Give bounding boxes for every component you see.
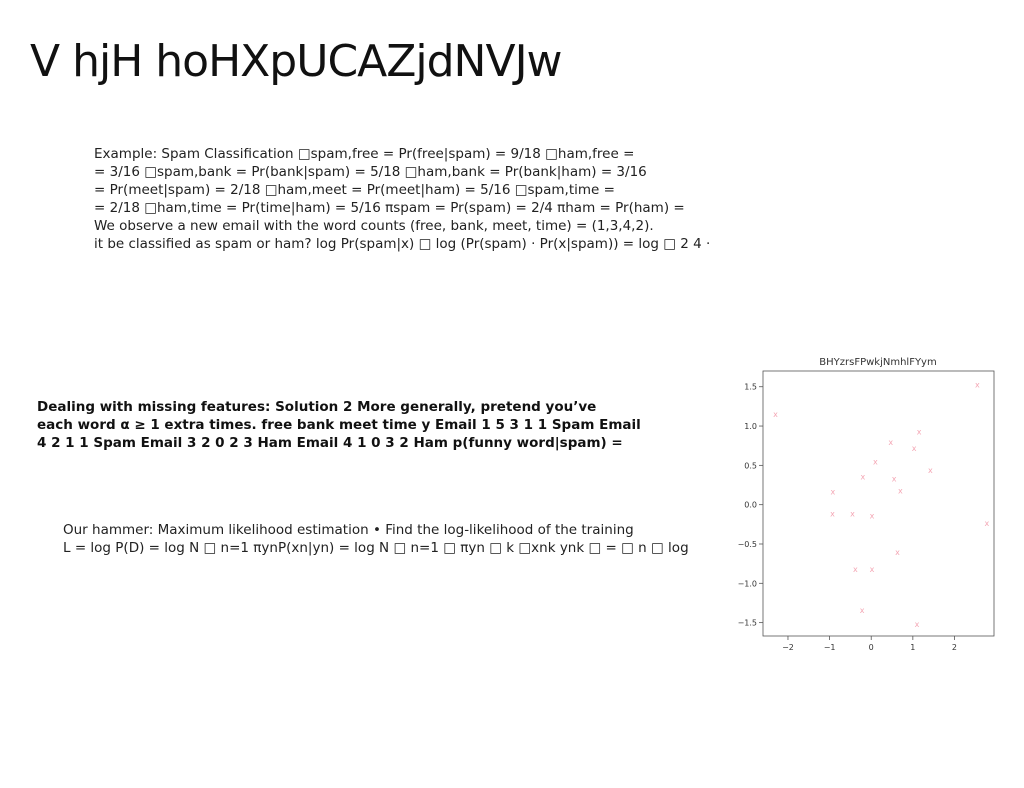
- y-tick-label: −1.5: [738, 619, 757, 628]
- scatter-point: x: [898, 487, 903, 496]
- scatter-chart: BHYzrsFPwkjNmhlFYym −2 −1 0 1 2 1.5 1.0 0.5 0.0…: [726, 350, 1002, 660]
- scatter-point: x: [917, 428, 922, 437]
- missing-features-line: 4 2 1 1 Spam Email 3 2 0 2 3 Ham Email 4…: [37, 435, 623, 451]
- spam-example-line: = Pr(meet|spam) = 2/18 □ham,meet = Pr(me…: [94, 182, 615, 198]
- y-tick-label: −0.5: [738, 540, 757, 549]
- mle-hammer-line: L = log P(D) = log N □ n=1 πynP(xn|yn) =…: [63, 540, 689, 556]
- spam-example-line: Example: Spam Classification □spam,free …: [94, 146, 635, 162]
- spam-classification-example: Example: Spam Classification □spam,free …: [94, 145, 710, 253]
- scatter-point: x: [915, 620, 920, 629]
- spam-example-line: = 2/18 □ham,time = Pr(time|ham) = 5/16 π…: [94, 200, 685, 216]
- x-tick-label: 2: [952, 643, 957, 652]
- y-axis: 1.5 1.0 0.5 0.0 −0.5 −1.0 −1.5: [738, 383, 763, 628]
- scatter-point: x: [850, 509, 855, 518]
- scatter-point: x: [830, 509, 835, 518]
- scatter-point: x: [853, 565, 858, 574]
- scatter-point: x: [985, 519, 990, 528]
- y-tick-label: 0.0: [744, 501, 757, 510]
- y-tick-label: 1.0: [744, 422, 757, 431]
- missing-features-text: Dealing with missing features: Solution …: [37, 398, 641, 452]
- scatter-point: x: [870, 512, 875, 521]
- missing-features-line: Dealing with missing features: Solution …: [37, 399, 597, 415]
- spam-example-line: We observe a new email with the word cou…: [94, 218, 654, 234]
- scatter-point: x: [928, 466, 933, 475]
- scatter-point: x: [860, 606, 865, 615]
- scatter-point: x: [912, 444, 917, 453]
- y-tick-label: −1.0: [738, 579, 757, 588]
- scatter-point: x: [870, 565, 875, 574]
- scatter-point: x: [861, 472, 866, 481]
- plot-area-frame: [762, 370, 995, 637]
- x-tick-label: −1: [824, 643, 836, 652]
- scatter-point: x: [773, 410, 778, 419]
- mle-hammer-text: Our hammer: Maximum likelihood estimatio…: [63, 521, 689, 557]
- chart-title: BHYzrsFPwkjNmhlFYym: [819, 357, 936, 368]
- x-tick-label: −2: [782, 643, 794, 652]
- scatter-point: x: [888, 438, 893, 447]
- x-tick-label: 1: [910, 643, 915, 652]
- y-tick-label: 0.5: [744, 461, 757, 470]
- mle-hammer-line: Our hammer: Maximum likelihood estimatio…: [63, 522, 634, 538]
- y-tick-label: 1.5: [744, 383, 757, 392]
- scatter-point: x: [873, 457, 878, 466]
- scatter-point: x: [831, 487, 836, 496]
- scatter-point: x: [895, 548, 900, 557]
- slide-title: V hjH hoHXpUCAZjdNVJw: [30, 36, 563, 87]
- spam-example-line: = 3/16 □spam,bank = Pr(bank|spam) = 5/18…: [94, 164, 647, 180]
- missing-features-line: each word α ≥ 1 extra times. free bank m…: [37, 417, 641, 433]
- scatter-chart-svg: BHYzrsFPwkjNmhlFYym −2 −1 0 1 2 1.5 1.0 0.5 0.0…: [738, 357, 995, 652]
- x-axis: −2 −1 0 1 2: [782, 636, 957, 652]
- scatter-point: x: [892, 475, 897, 484]
- x-tick-label: 0: [869, 643, 874, 652]
- spam-example-line: it be classified as spam or ham? log Pr(…: [94, 236, 711, 252]
- scatter-point: x: [975, 380, 980, 389]
